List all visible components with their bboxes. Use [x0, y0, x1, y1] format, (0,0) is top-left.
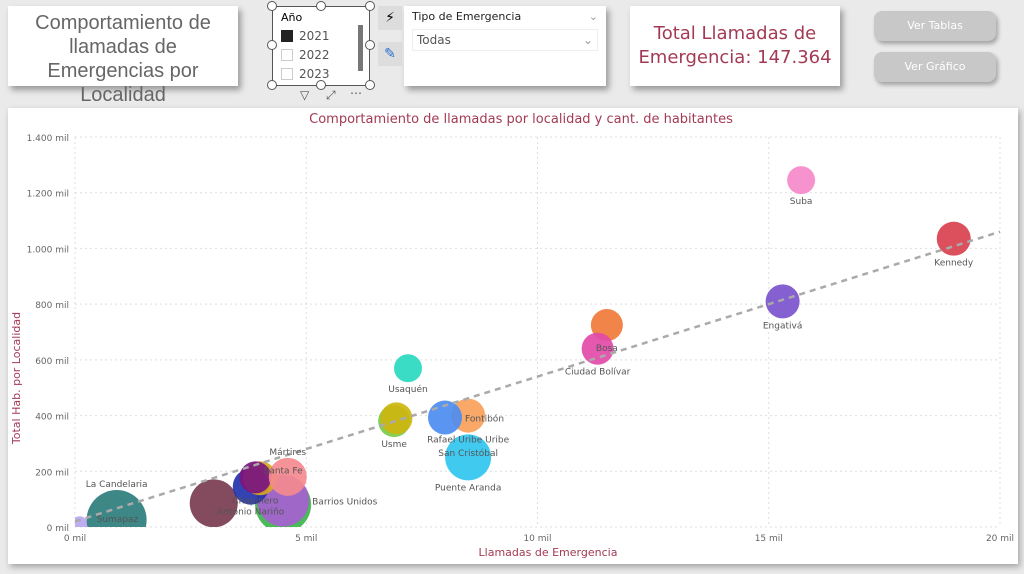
scrollbar[interactable]	[358, 25, 363, 71]
bubble-usaquén	[394, 354, 422, 383]
y-tick-label: 800 mil	[35, 301, 69, 311]
y-tick-label: 0 mil	[47, 524, 69, 534]
y-tick-label: 1.400 mil	[27, 134, 69, 144]
bubble-unlabeled	[380, 402, 413, 435]
emergency-type-slicer[interactable]: Tipo de Emergencia ⌄ Todas ⌄	[404, 6, 606, 86]
year-option-2022[interactable]: 2022	[281, 45, 361, 64]
resize-handle[interactable]	[316, 80, 326, 90]
bubble-unlabeled	[189, 479, 238, 527]
resize-handle[interactable]	[267, 40, 277, 50]
y-tick-label: 1.000 mil	[27, 245, 69, 255]
more-options-icon[interactable]: ⋯	[350, 86, 362, 100]
report-title: Comportamiento de llamadas de Emergencia…	[8, 6, 238, 106]
bubble-chapinero	[239, 461, 272, 494]
bubble-ciudad-bolívar	[581, 332, 614, 365]
year-option-label: 2021	[299, 28, 330, 43]
bubble-label: Fontibón	[465, 414, 504, 425]
x-tick-label: 20 mil	[986, 534, 1014, 544]
bubble-puente-aranda	[445, 434, 492, 481]
bubble-label: Antonio Nariño	[217, 508, 285, 518]
filter-icon[interactable]: ▽	[300, 88, 310, 102]
resize-handle[interactable]	[267, 1, 277, 11]
visual-type-icon[interactable]: ⚡	[378, 6, 402, 30]
year-option-label: 2022	[299, 47, 330, 62]
dropdown-value: Todas	[417, 33, 451, 47]
bubble-label: Bosa	[596, 344, 618, 354]
x-tick-label: 10 mil	[523, 534, 551, 544]
y-axis-label: Total Hab. por Localidad	[10, 312, 23, 445]
x-tick-label: 15 mil	[755, 534, 783, 544]
chevron-down-icon[interactable]: ⌄	[588, 10, 598, 23]
bubble-label: Chapinero	[232, 496, 278, 506]
bubble-label: Rafael Uribe Uribe	[427, 436, 510, 446]
chart-title: Comportamiento de llamadas por localidad…	[309, 112, 733, 127]
resize-handle[interactable]	[365, 80, 375, 90]
bubble-label: Engativá	[763, 321, 803, 331]
y-tick-label: 1.200 mil	[27, 190, 69, 200]
bubble-sumapaz	[75, 516, 88, 527]
emergency-type-title: Tipo de Emergencia	[412, 10, 522, 23]
view-tables-button[interactable]: Ver Tablas	[874, 11, 996, 41]
bubble-label: Ciudad Bolívar	[565, 368, 631, 378]
y-tick-label: 400 mil	[35, 413, 69, 423]
bubble-label: San Cristóbal	[438, 448, 498, 459]
bubble-label: Puente Aranda	[435, 483, 501, 493]
trendline	[74, 230, 1001, 523]
x-tick-label: 5 mil	[295, 534, 317, 544]
year-slicer[interactable]: Año 2021 2022 2023	[272, 6, 370, 86]
bubble-label: Suba	[790, 197, 813, 207]
focus-mode-icon[interactable]: ⤢	[326, 88, 336, 102]
bubble-suba	[787, 166, 816, 195]
bubble-mártires	[268, 457, 307, 496]
bubble-la-candelaria	[86, 490, 147, 527]
bubble-label: Usaquén	[388, 384, 427, 395]
bubble-label: Sumapaz	[97, 515, 139, 525]
chevron-down-icon: ⌄	[582, 33, 593, 47]
bubble-label: Kennedy	[934, 259, 974, 269]
bubble-engativá	[765, 284, 800, 319]
bubble-label: Usme	[381, 440, 407, 450]
year-slicer-title: Año	[281, 11, 303, 24]
bubble-label: La Candelaria	[86, 480, 148, 490]
resize-handle[interactable]	[316, 1, 326, 11]
y-tick-label: 600 mil	[35, 357, 69, 367]
y-tick-label: 200 mil	[35, 468, 69, 478]
year-option-label: 2023	[299, 66, 330, 81]
bubble-label: Santa Fe	[264, 467, 304, 477]
total-calls-card: Total Llamadas de Emergencia: 147.364	[630, 6, 840, 86]
checkbox[interactable]	[281, 67, 293, 80]
format-visual-icon[interactable]: ✎	[378, 42, 402, 66]
view-chart-button[interactable]: Ver Gráfico	[874, 52, 996, 82]
bubble-kennedy	[936, 221, 971, 256]
x-tick-label: 0 mil	[64, 534, 86, 544]
scatter-chart: Comportamiento de llamadas por localidad…	[8, 108, 1018, 564]
emergency-type-dropdown[interactable]: Todas ⌄	[412, 29, 598, 51]
scatter-chart-svg: Comportamiento de llamadas por localidad…	[10, 112, 1014, 559]
year-option-2023[interactable]: 2023	[281, 64, 361, 83]
checkbox[interactable]	[281, 29, 293, 42]
x-axis-label: Llamadas de Emergencia	[479, 546, 618, 559]
checkbox[interactable]	[281, 48, 293, 61]
bubble-label: Mártires	[269, 448, 306, 458]
bubble-label: Barrios Unidos	[312, 498, 377, 508]
resize-handle[interactable]	[365, 40, 375, 50]
year-option-2021[interactable]: 2021	[281, 26, 361, 45]
resize-handle[interactable]	[267, 80, 277, 90]
resize-handle[interactable]	[365, 1, 375, 11]
